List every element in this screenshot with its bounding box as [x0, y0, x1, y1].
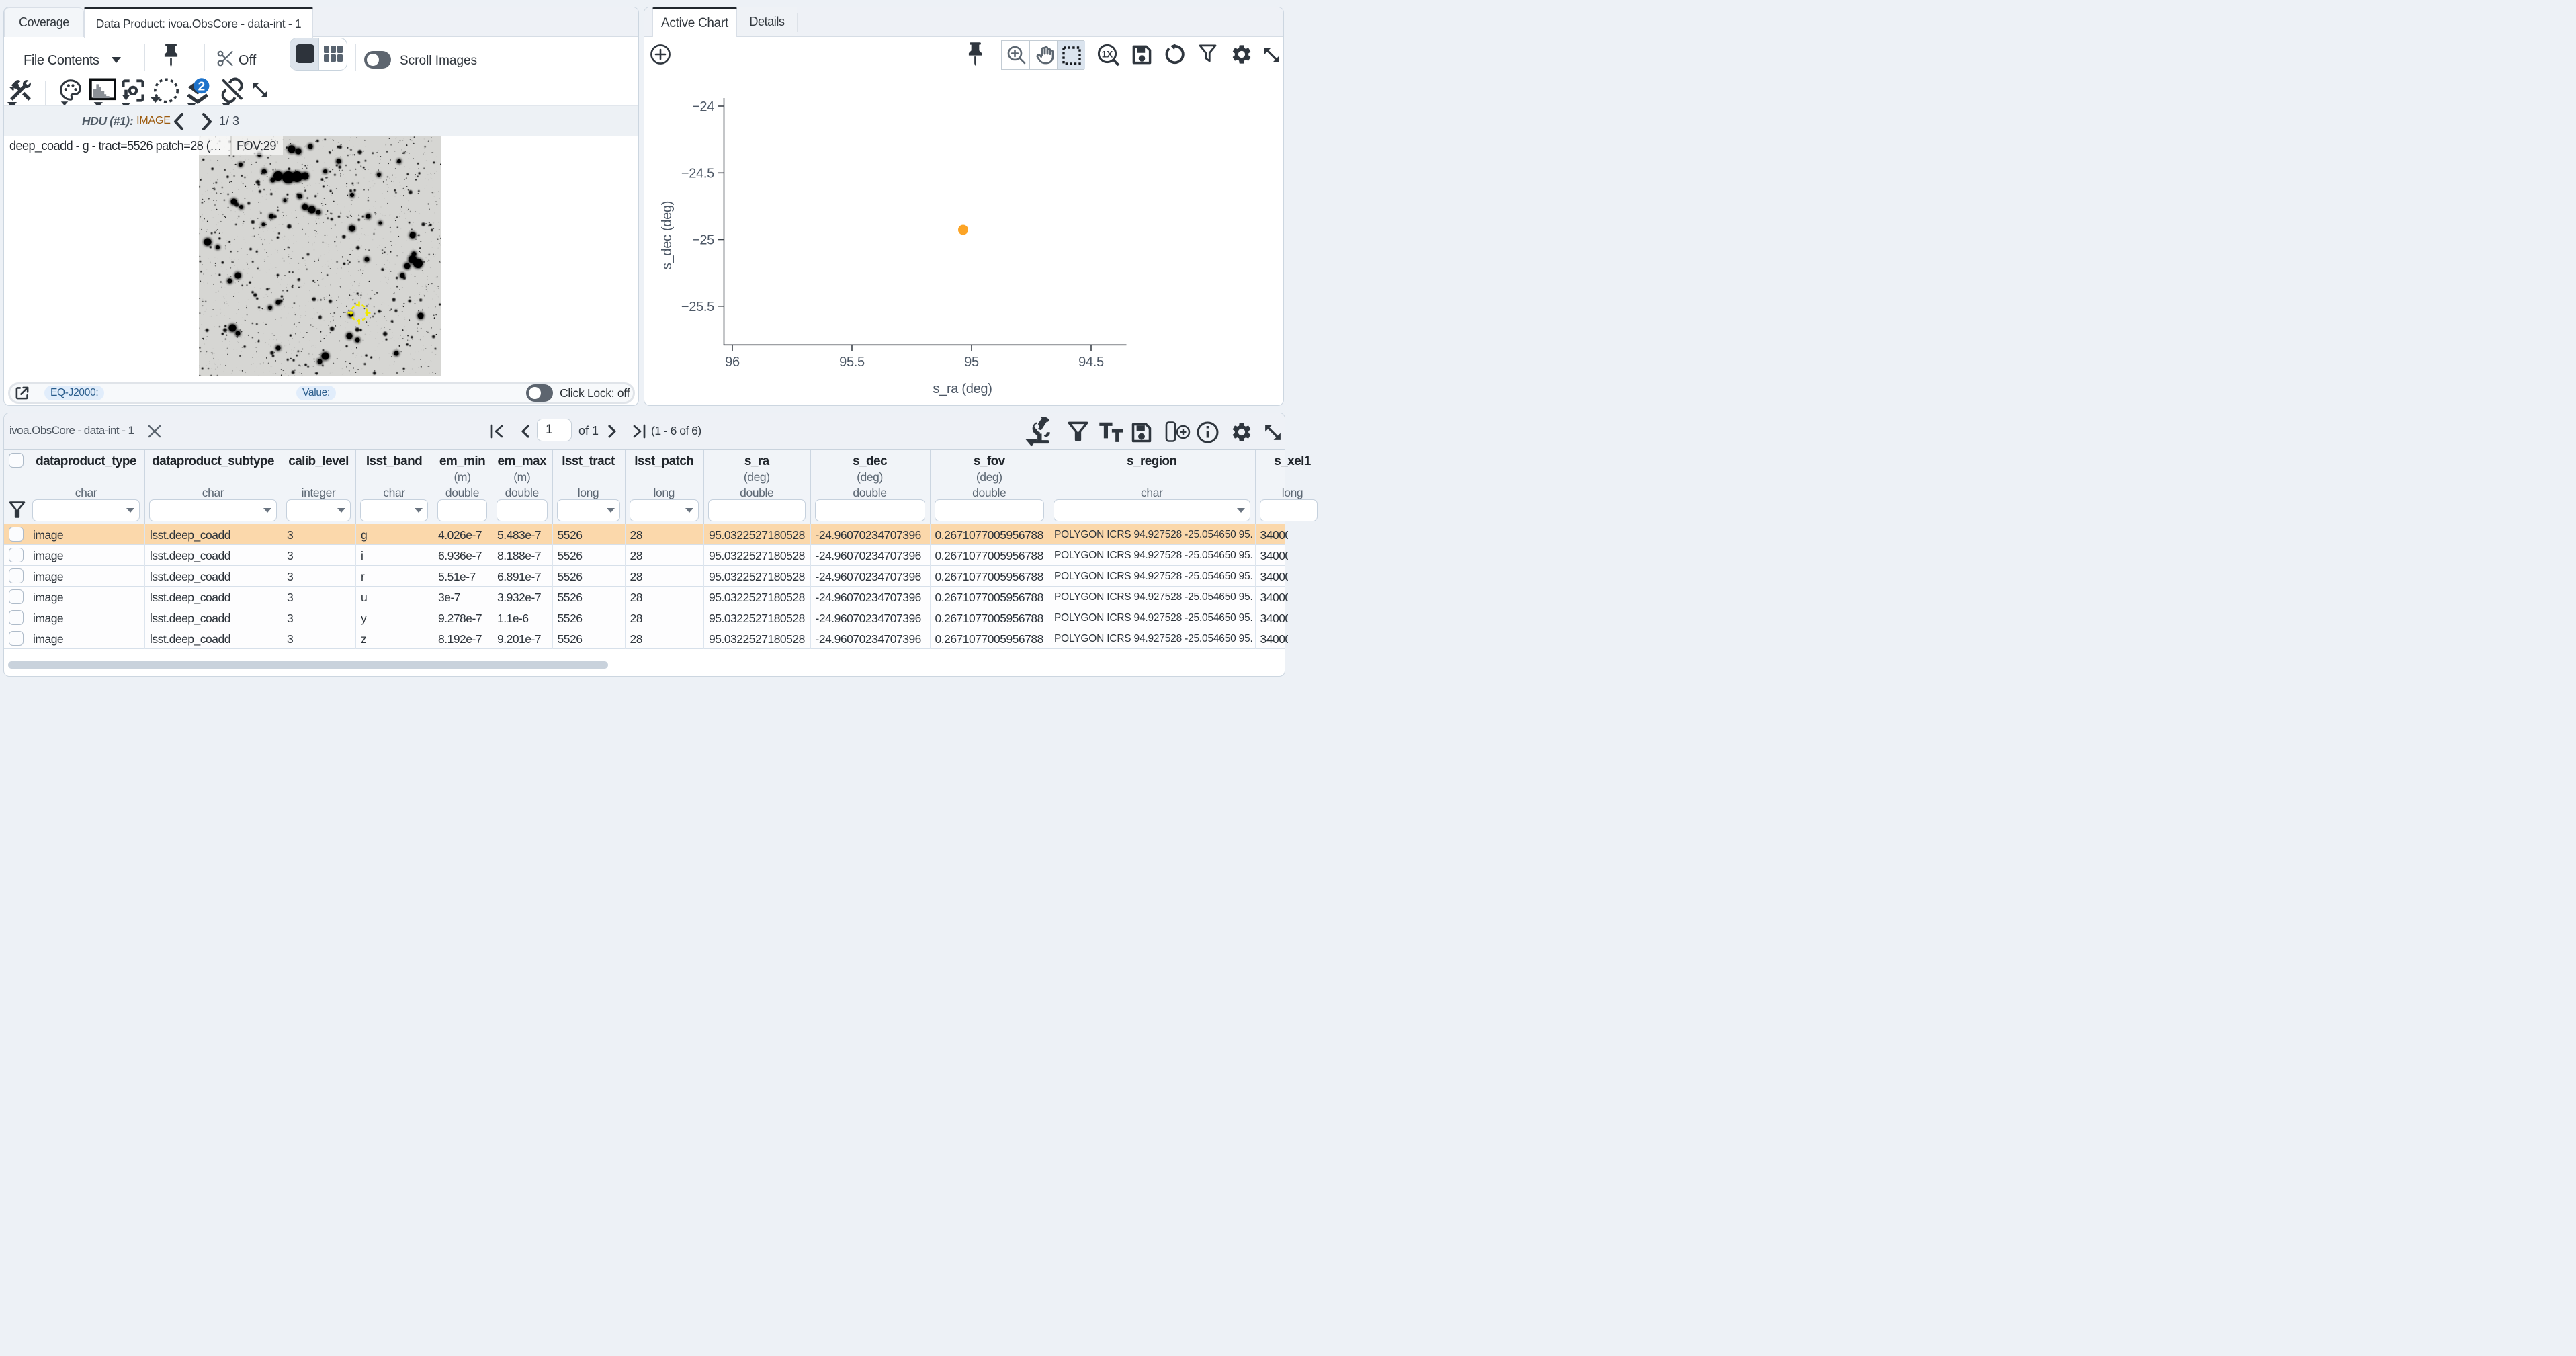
svg-text:−25.5: −25.5 [681, 300, 714, 314]
svg-text:−25: −25 [692, 233, 714, 248]
svg-text:−24: −24 [692, 99, 714, 114]
svg-text:−24.5: −24.5 [681, 166, 714, 181]
svg-text:s_ra (deg): s_ra (deg) [933, 382, 992, 396]
svg-text:94.5: 94.5 [1078, 355, 1104, 370]
svg-text:2: 2 [198, 79, 206, 93]
svg-text:s_dec (deg): s_dec (deg) [660, 201, 675, 269]
svg-text:95: 95 [964, 355, 979, 370]
svg-text:1X: 1X [1102, 50, 1113, 60]
svg-text:96: 96 [725, 355, 740, 370]
svg-text:95.5: 95.5 [839, 355, 865, 370]
